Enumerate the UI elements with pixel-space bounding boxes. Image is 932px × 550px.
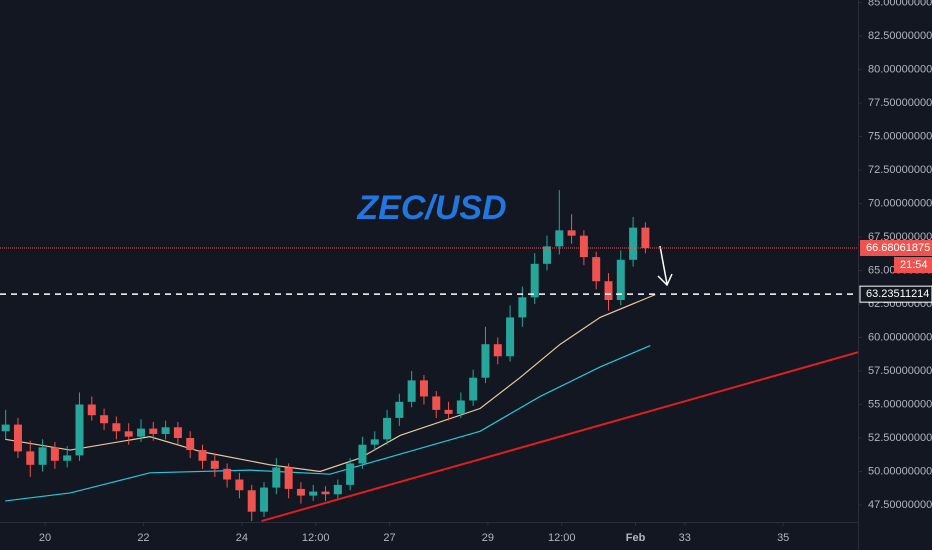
y-tick-label: 70.00000000 <box>868 197 932 209</box>
arrow-shaft <box>659 245 668 285</box>
candle-body <box>641 227 650 249</box>
candle-body <box>26 451 35 465</box>
y-tick-label: 55.00000000 <box>868 398 932 410</box>
candle-body <box>173 427 182 438</box>
candle-body <box>284 467 293 489</box>
candle-body <box>629 227 638 260</box>
candle-body <box>247 490 256 512</box>
x-tick-label: 35 <box>777 532 789 544</box>
arrow <box>657 245 673 287</box>
trend-line <box>261 351 859 523</box>
candle-body <box>518 297 527 318</box>
candle-body <box>346 463 355 485</box>
candle-body <box>100 415 109 424</box>
candle-body <box>370 439 379 445</box>
x-tick-label: 27 <box>383 532 395 544</box>
candle-body <box>50 447 59 461</box>
y-tick-label: 72.50000000 <box>868 164 932 176</box>
countdown-box <box>894 256 932 273</box>
candle-body <box>530 263 539 298</box>
candle-body <box>506 317 515 357</box>
y-tick-label: 77.50000000 <box>868 97 932 109</box>
candle-body <box>419 380 428 397</box>
candle-body <box>136 428 145 437</box>
candle-body <box>272 467 281 488</box>
candle-body <box>210 460 219 469</box>
candle-body <box>555 230 564 247</box>
candle-body <box>235 479 244 491</box>
candle-body <box>321 491 330 495</box>
candle-body <box>38 447 47 465</box>
chart-title: ZEC/USD <box>356 189 506 227</box>
y-tick-label: 60.00000000 <box>868 331 932 343</box>
candle-body <box>223 468 232 480</box>
x-tick-label: 20 <box>39 532 51 544</box>
y-tick-label: 47.50000000 <box>868 499 932 511</box>
candle-body <box>124 431 133 437</box>
candle-body <box>63 455 72 461</box>
arrow-head <box>657 273 673 287</box>
candle-body <box>616 259 625 300</box>
candle-body <box>161 427 170 434</box>
x-tick-label: 24 <box>236 532 248 544</box>
candle-body <box>260 487 269 512</box>
y-tick-label: 75.00000000 <box>868 130 932 142</box>
y-tick-label: 50.00000000 <box>868 465 932 477</box>
candle-body <box>1 424 10 432</box>
candle-body <box>296 488 305 496</box>
candle-body <box>395 401 404 418</box>
countdown-label: 21:54 <box>900 259 928 271</box>
candle-body <box>444 409 453 414</box>
candle-body <box>87 404 96 416</box>
candle-body <box>13 424 22 452</box>
candle-body <box>383 417 392 440</box>
candle-body <box>592 257 601 282</box>
candle-body <box>456 400 465 414</box>
candle-body <box>75 404 84 456</box>
y-tick-label: 82.50000000 <box>868 30 932 42</box>
candle-body <box>112 423 121 432</box>
candle-body <box>469 377 478 401</box>
moving-average <box>5 344 651 502</box>
y-tick-label: 67.50000000 <box>868 231 932 243</box>
x-tick-label: 12:00 <box>302 532 330 544</box>
candle-body <box>149 428 158 434</box>
candle-body <box>198 450 207 461</box>
last-price-label: 66.68061875 <box>866 242 930 254</box>
last-price-box <box>860 239 932 256</box>
x-tick-label: 29 <box>482 532 494 544</box>
x-tick-label: 12:00 <box>548 532 576 544</box>
candle-body <box>333 484 342 495</box>
candle-body <box>567 230 576 236</box>
candle-body <box>542 246 551 264</box>
candle-body <box>432 396 441 410</box>
x-tick-label: Feb <box>626 532 646 544</box>
x-tick-label: 33 <box>679 532 691 544</box>
candle-body <box>309 491 318 496</box>
candle-body <box>604 281 613 300</box>
y-tick-label: 52.50000000 <box>868 432 932 444</box>
candle-body <box>579 235 588 258</box>
level-label: 63.23511214 <box>866 288 929 300</box>
y-tick-label: 80.00000000 <box>868 63 932 75</box>
y-tick-label: 57.50000000 <box>868 365 932 377</box>
x-tick-label: 22 <box>137 532 149 544</box>
level-label-box <box>859 285 932 303</box>
candle-body <box>358 444 367 464</box>
candle-body <box>481 344 490 378</box>
y-tick-label: 85.00000000 <box>868 0 932 8</box>
candle-body <box>407 380 416 402</box>
candle-body <box>493 344 502 357</box>
candle-body <box>186 437 195 451</box>
